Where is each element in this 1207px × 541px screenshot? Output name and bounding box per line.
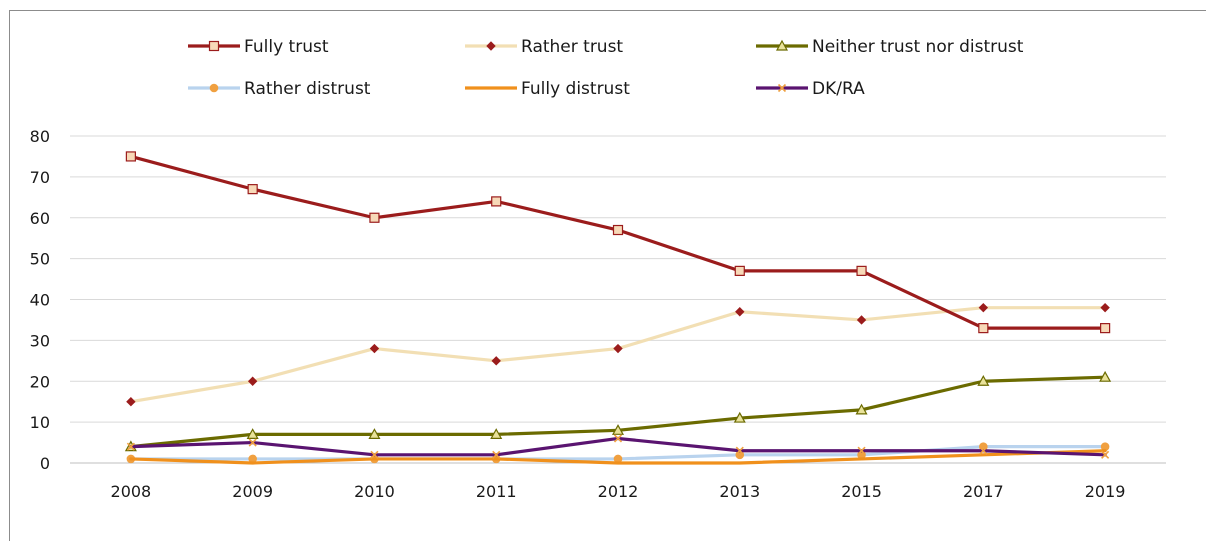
data-point — [734, 265, 745, 276]
data-point — [1100, 302, 1110, 313]
data-point — [978, 302, 989, 313]
y-tick-label: 80 — [30, 127, 50, 146]
chart-frame — [9, 10, 1206, 541]
x-tick-label: 2019 — [1085, 482, 1126, 501]
grid-lines — [70, 135, 1166, 423]
y-tick-label: 10 — [30, 413, 50, 432]
data-point — [370, 450, 379, 459]
x-axis: 2008 2009 2010 2011 2012 2013 2015 2017 2019 — [70, 462, 1166, 501]
y-tick-label: 50 — [30, 250, 50, 269]
x-tick-label: 2015 — [841, 482, 882, 501]
legend-item-dk-ra: DK/RA — [756, 79, 865, 99]
x-tick-label: 2009 — [232, 482, 273, 501]
legend-marker — [208, 40, 220, 52]
legend-label: DK/RA — [812, 79, 865, 99]
series-layer — [124, 151, 1112, 465]
data-point — [491, 196, 502, 207]
y-tick-label: 60 — [30, 209, 50, 228]
x-tick-label: 2017 — [963, 482, 1004, 501]
data-point — [857, 446, 866, 455]
legend-item-fully-distrust: Fully distrust — [465, 79, 630, 99]
data-point — [613, 434, 623, 443]
legend-marker — [486, 41, 496, 51]
y-tick-label: 0 — [40, 454, 50, 473]
data-point — [247, 184, 258, 195]
data-point — [856, 315, 867, 325]
x-tick-label: 2012 — [598, 482, 639, 501]
series-rather-trust — [126, 302, 1110, 407]
y-axis: 0 10 20 30 40 50 60 70 80 — [30, 127, 50, 473]
data-point — [613, 343, 623, 354]
data-point — [126, 442, 135, 451]
legend-label: Fully trust — [244, 37, 329, 57]
series-dk-ra — [126, 434, 1110, 459]
series-fully-distrust — [129, 449, 1107, 465]
series-line-dk-ra — [129, 436, 1107, 457]
data-point — [733, 411, 746, 423]
y-tick-label: 70 — [30, 168, 50, 187]
data-point — [735, 307, 745, 317]
legend-label: Rather distrust — [244, 79, 371, 99]
data-point — [612, 224, 624, 236]
legend-marker — [775, 39, 789, 51]
data-point — [491, 356, 501, 366]
data-point — [611, 424, 625, 435]
data-point — [1101, 450, 1110, 459]
legend-label: Neither trust nor distrust — [812, 37, 1024, 57]
data-point — [369, 343, 380, 354]
series-fully-trust — [125, 151, 1111, 334]
data-point — [1100, 323, 1111, 334]
legend-label: Rather trust — [521, 37, 623, 57]
x-tick-label: 2013 — [719, 482, 760, 501]
data-point — [246, 428, 259, 439]
data-point — [978, 323, 989, 334]
data-point — [979, 446, 988, 455]
data-point — [369, 212, 380, 223]
legend: Fully trust Rather trust Neither trust nor… — [188, 37, 1024, 99]
data-point — [248, 438, 257, 447]
legend-item-neither-trust-nor-distrust: Neither trust nor distrust — [756, 37, 1024, 57]
legend-item-rather-trust: Rather trust — [465, 37, 623, 57]
series-line-fully-distrust — [129, 449, 1107, 465]
data-point — [977, 375, 990, 386]
data-point — [1099, 370, 1112, 382]
legend-label: Fully distrust — [521, 79, 630, 99]
legend-marker — [777, 83, 787, 93]
series-neither-trust-nor-distrust — [124, 370, 1112, 452]
legend-item-fully-trust: Fully trust — [188, 37, 329, 57]
series-line-neither-trust-nor-distrust — [129, 375, 1107, 449]
legend-marker — [209, 83, 219, 93]
data-point — [855, 403, 868, 415]
x-tick-label: 2008 — [111, 482, 152, 501]
series-line-fully-trust — [129, 154, 1107, 330]
y-tick-label: 20 — [30, 372, 50, 391]
data-point — [368, 428, 381, 439]
data-point — [492, 450, 501, 459]
data-point — [126, 396, 136, 407]
data-point — [247, 376, 258, 386]
x-tick-label: 2011 — [476, 482, 517, 501]
data-point — [125, 151, 136, 162]
data-point — [735, 446, 744, 455]
x-tick-label: 2010 — [354, 482, 395, 501]
y-tick-label: 30 — [30, 331, 50, 350]
data-point — [490, 428, 503, 439]
data-point — [856, 265, 867, 276]
legend-item-rather-distrust: Rather distrust — [188, 79, 371, 99]
y-tick-label: 40 — [30, 291, 50, 310]
